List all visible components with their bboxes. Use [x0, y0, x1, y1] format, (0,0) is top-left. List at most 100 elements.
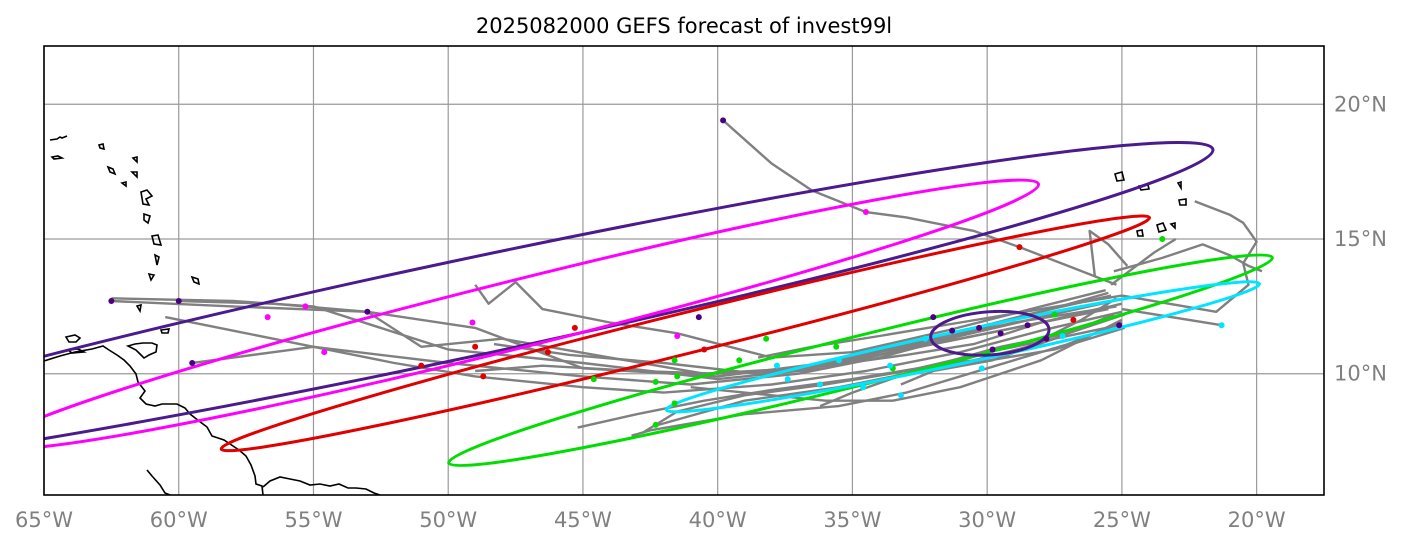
coast-island [50, 155, 65, 160]
track-marker [833, 343, 840, 350]
ensemble-track [690, 318, 1123, 402]
track-marker [978, 365, 985, 372]
coast-island [143, 212, 151, 225]
coast-island [1136, 229, 1144, 237]
coast-island [140, 189, 154, 207]
coast-island [151, 234, 163, 246]
track-marker [897, 392, 904, 399]
ensemble-track [165, 310, 1123, 394]
track-marker [1116, 322, 1123, 329]
coast-island [97, 143, 106, 151]
track-marker [469, 319, 476, 326]
track-marker [175, 297, 182, 304]
track-marker [264, 314, 271, 321]
coastlines [44, 135, 1187, 495]
ensemble-track [722, 119, 1117, 286]
coast-island [159, 328, 171, 334]
spread-ellipse [664, 280, 1261, 414]
track-marker [480, 373, 487, 380]
coast-mainland [146, 469, 171, 495]
longitude-axis: 65°W 60°W 55°W 50°W 45°W 40°W 35°W 30°W 25°W 20°W [15, 508, 1286, 532]
ensemble-track [631, 321, 1123, 437]
track-marker [736, 357, 743, 364]
spread-ellipse [44, 178, 1041, 451]
spread-ellipses [44, 140, 1274, 478]
track-marker [997, 330, 1004, 337]
track-marker [1043, 335, 1050, 342]
track-marker [674, 373, 681, 380]
track-marker [1059, 333, 1066, 340]
lon-tick-label: 25°W [1093, 508, 1151, 532]
spread-ellipse [219, 214, 1151, 453]
lon-tick-label: 65°W [15, 508, 73, 532]
track-marker [695, 314, 702, 321]
track-marker [674, 333, 681, 340]
ensemble-track [900, 313, 1115, 386]
track-marker [862, 209, 869, 216]
coast-island [1169, 221, 1176, 230]
coast-island [64, 334, 82, 343]
track-marker [1159, 236, 1166, 242]
coast-island [125, 342, 158, 360]
ensemble-track [1088, 229, 1129, 277]
track-marker [922, 335, 929, 342]
track-marker [949, 327, 956, 334]
coast-island [1114, 171, 1125, 182]
track-marker [544, 349, 551, 356]
coast-island [130, 171, 138, 179]
lat-tick-label: 15°N [1334, 227, 1387, 251]
track-markers [108, 117, 1225, 428]
spread-ellipse [929, 309, 1051, 357]
coast-island [147, 272, 156, 282]
track-marker [835, 357, 842, 364]
track-marker [930, 314, 937, 321]
coast-mainland [44, 345, 264, 495]
track-marker [887, 362, 894, 369]
lon-tick-label: 50°W [419, 508, 477, 532]
coast-island [190, 275, 201, 286]
track-marker [321, 349, 328, 356]
lon-tick-label: 60°W [150, 508, 208, 532]
ensemble-track [1113, 243, 1263, 273]
track-marker [720, 117, 727, 124]
ensemble-track [1121, 307, 1222, 327]
coast-mainland [262, 476, 381, 495]
track-marker [571, 324, 578, 331]
track-marker [763, 335, 770, 342]
track-marker [652, 378, 659, 385]
track-marker [671, 357, 678, 364]
track-marker [108, 297, 115, 304]
track-marker [784, 376, 791, 383]
track-marker [773, 362, 780, 369]
ensemble-track [1121, 200, 1258, 313]
map-frame [43, 45, 1325, 496]
track-marker [1051, 311, 1058, 318]
ensemble-tracks [111, 119, 1263, 437]
lat-tick-label: 10°N [1334, 362, 1387, 386]
lon-tick-label: 45°W [554, 508, 612, 532]
track-marker [418, 362, 425, 369]
coast-island [153, 253, 160, 266]
chart-title: 2025082000 GEFS forecast of invest99l [476, 14, 892, 38]
track-marker [364, 308, 371, 315]
track-marker [671, 400, 678, 407]
track-marker [701, 346, 708, 353]
track-marker [189, 359, 196, 366]
latitude-axis: 10°N 15°N 20°N [1334, 92, 1387, 385]
track-marker [817, 381, 824, 388]
lon-tick-label: 20°W [1228, 508, 1286, 532]
track-marker [860, 384, 867, 391]
ensemble-track [1110, 237, 1177, 286]
track-marker [472, 343, 479, 350]
coast-island [135, 303, 142, 314]
track-marker [1070, 316, 1077, 323]
track-marker [590, 376, 597, 383]
lon-tick-label: 35°W [823, 508, 881, 532]
coast-island [120, 180, 127, 188]
lon-tick-label: 40°W [689, 508, 747, 532]
spread-ellipse [44, 140, 1215, 478]
coast-island [106, 165, 117, 176]
lat-tick-label: 20°N [1334, 92, 1387, 116]
track-marker [1016, 244, 1023, 251]
